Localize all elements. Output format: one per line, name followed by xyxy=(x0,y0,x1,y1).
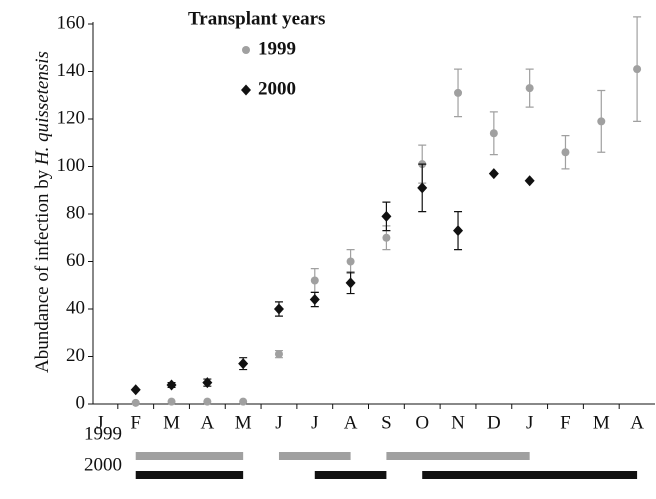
legend-marker xyxy=(242,46,250,54)
data-point xyxy=(130,384,141,396)
y-tick-label: 160 xyxy=(57,12,86,33)
data-point xyxy=(273,303,284,315)
data-point xyxy=(488,168,499,180)
x-tick-label: O xyxy=(415,412,429,433)
data-point xyxy=(309,294,320,305)
y-tick-label: 0 xyxy=(76,392,86,413)
data-point xyxy=(167,397,176,406)
data-point xyxy=(489,129,498,138)
data-point xyxy=(525,84,534,93)
x-tick-label: J xyxy=(526,412,533,433)
x-tick-label: M xyxy=(235,412,252,433)
data-point xyxy=(524,175,535,187)
data-point xyxy=(131,398,140,407)
legend-title: Transplant years xyxy=(188,8,325,29)
y-tick-label: 100 xyxy=(57,155,86,176)
period-bar xyxy=(386,452,530,460)
data-point xyxy=(203,397,212,406)
data-point xyxy=(561,148,570,157)
y-axis-label: Abundance of infection by H. quissetensi… xyxy=(32,51,53,373)
period-bar xyxy=(135,452,244,460)
y-tick-label: 60 xyxy=(66,250,85,271)
x-tick-label: F xyxy=(560,412,571,433)
x-tick-label: M xyxy=(593,412,610,433)
y-tick-label: 40 xyxy=(66,297,85,318)
x-tick-label: N xyxy=(451,412,465,433)
legend-label: 1999 xyxy=(258,38,296,59)
y-tick-label: 20 xyxy=(66,345,85,366)
x-tick-label: A xyxy=(630,412,644,433)
data-point xyxy=(597,117,606,126)
data-point xyxy=(238,358,249,370)
period-label: 1999 xyxy=(84,423,122,444)
period-label: 2000 xyxy=(84,454,122,475)
data-point xyxy=(346,257,355,266)
data-point xyxy=(166,379,177,391)
period-bar xyxy=(422,471,638,479)
data-point xyxy=(381,210,392,222)
legend-label: 2000 xyxy=(258,78,296,99)
data-point xyxy=(239,397,248,406)
data-point xyxy=(345,277,356,289)
data-point xyxy=(417,182,428,194)
legend-marker xyxy=(241,84,251,96)
x-tick-label: J xyxy=(275,412,282,433)
x-tick-label: S xyxy=(381,412,392,433)
data-point xyxy=(274,350,283,359)
x-tick-label: J xyxy=(311,412,318,433)
x-tick-label: A xyxy=(344,412,358,433)
period-bar xyxy=(278,452,351,460)
x-tick-label: D xyxy=(487,412,501,433)
data-point xyxy=(382,233,391,242)
data-point xyxy=(633,65,642,74)
y-tick-label: 140 xyxy=(57,60,86,81)
data-point xyxy=(202,377,213,389)
period-bar xyxy=(314,471,387,479)
data-point xyxy=(310,276,319,285)
data-point xyxy=(453,225,464,237)
x-tick-label: J xyxy=(96,412,103,433)
y-label-text: Abundance of infection by xyxy=(32,169,53,373)
y-tick-label: 120 xyxy=(57,107,86,128)
x-tick-label: A xyxy=(200,412,214,433)
data-point xyxy=(454,88,463,97)
y-tick-label: 80 xyxy=(66,202,85,223)
x-tick-label: F xyxy=(130,412,141,433)
period-bar xyxy=(135,471,244,479)
y-label-species: H. quissetensis xyxy=(32,51,53,166)
x-tick-label: M xyxy=(163,412,180,433)
